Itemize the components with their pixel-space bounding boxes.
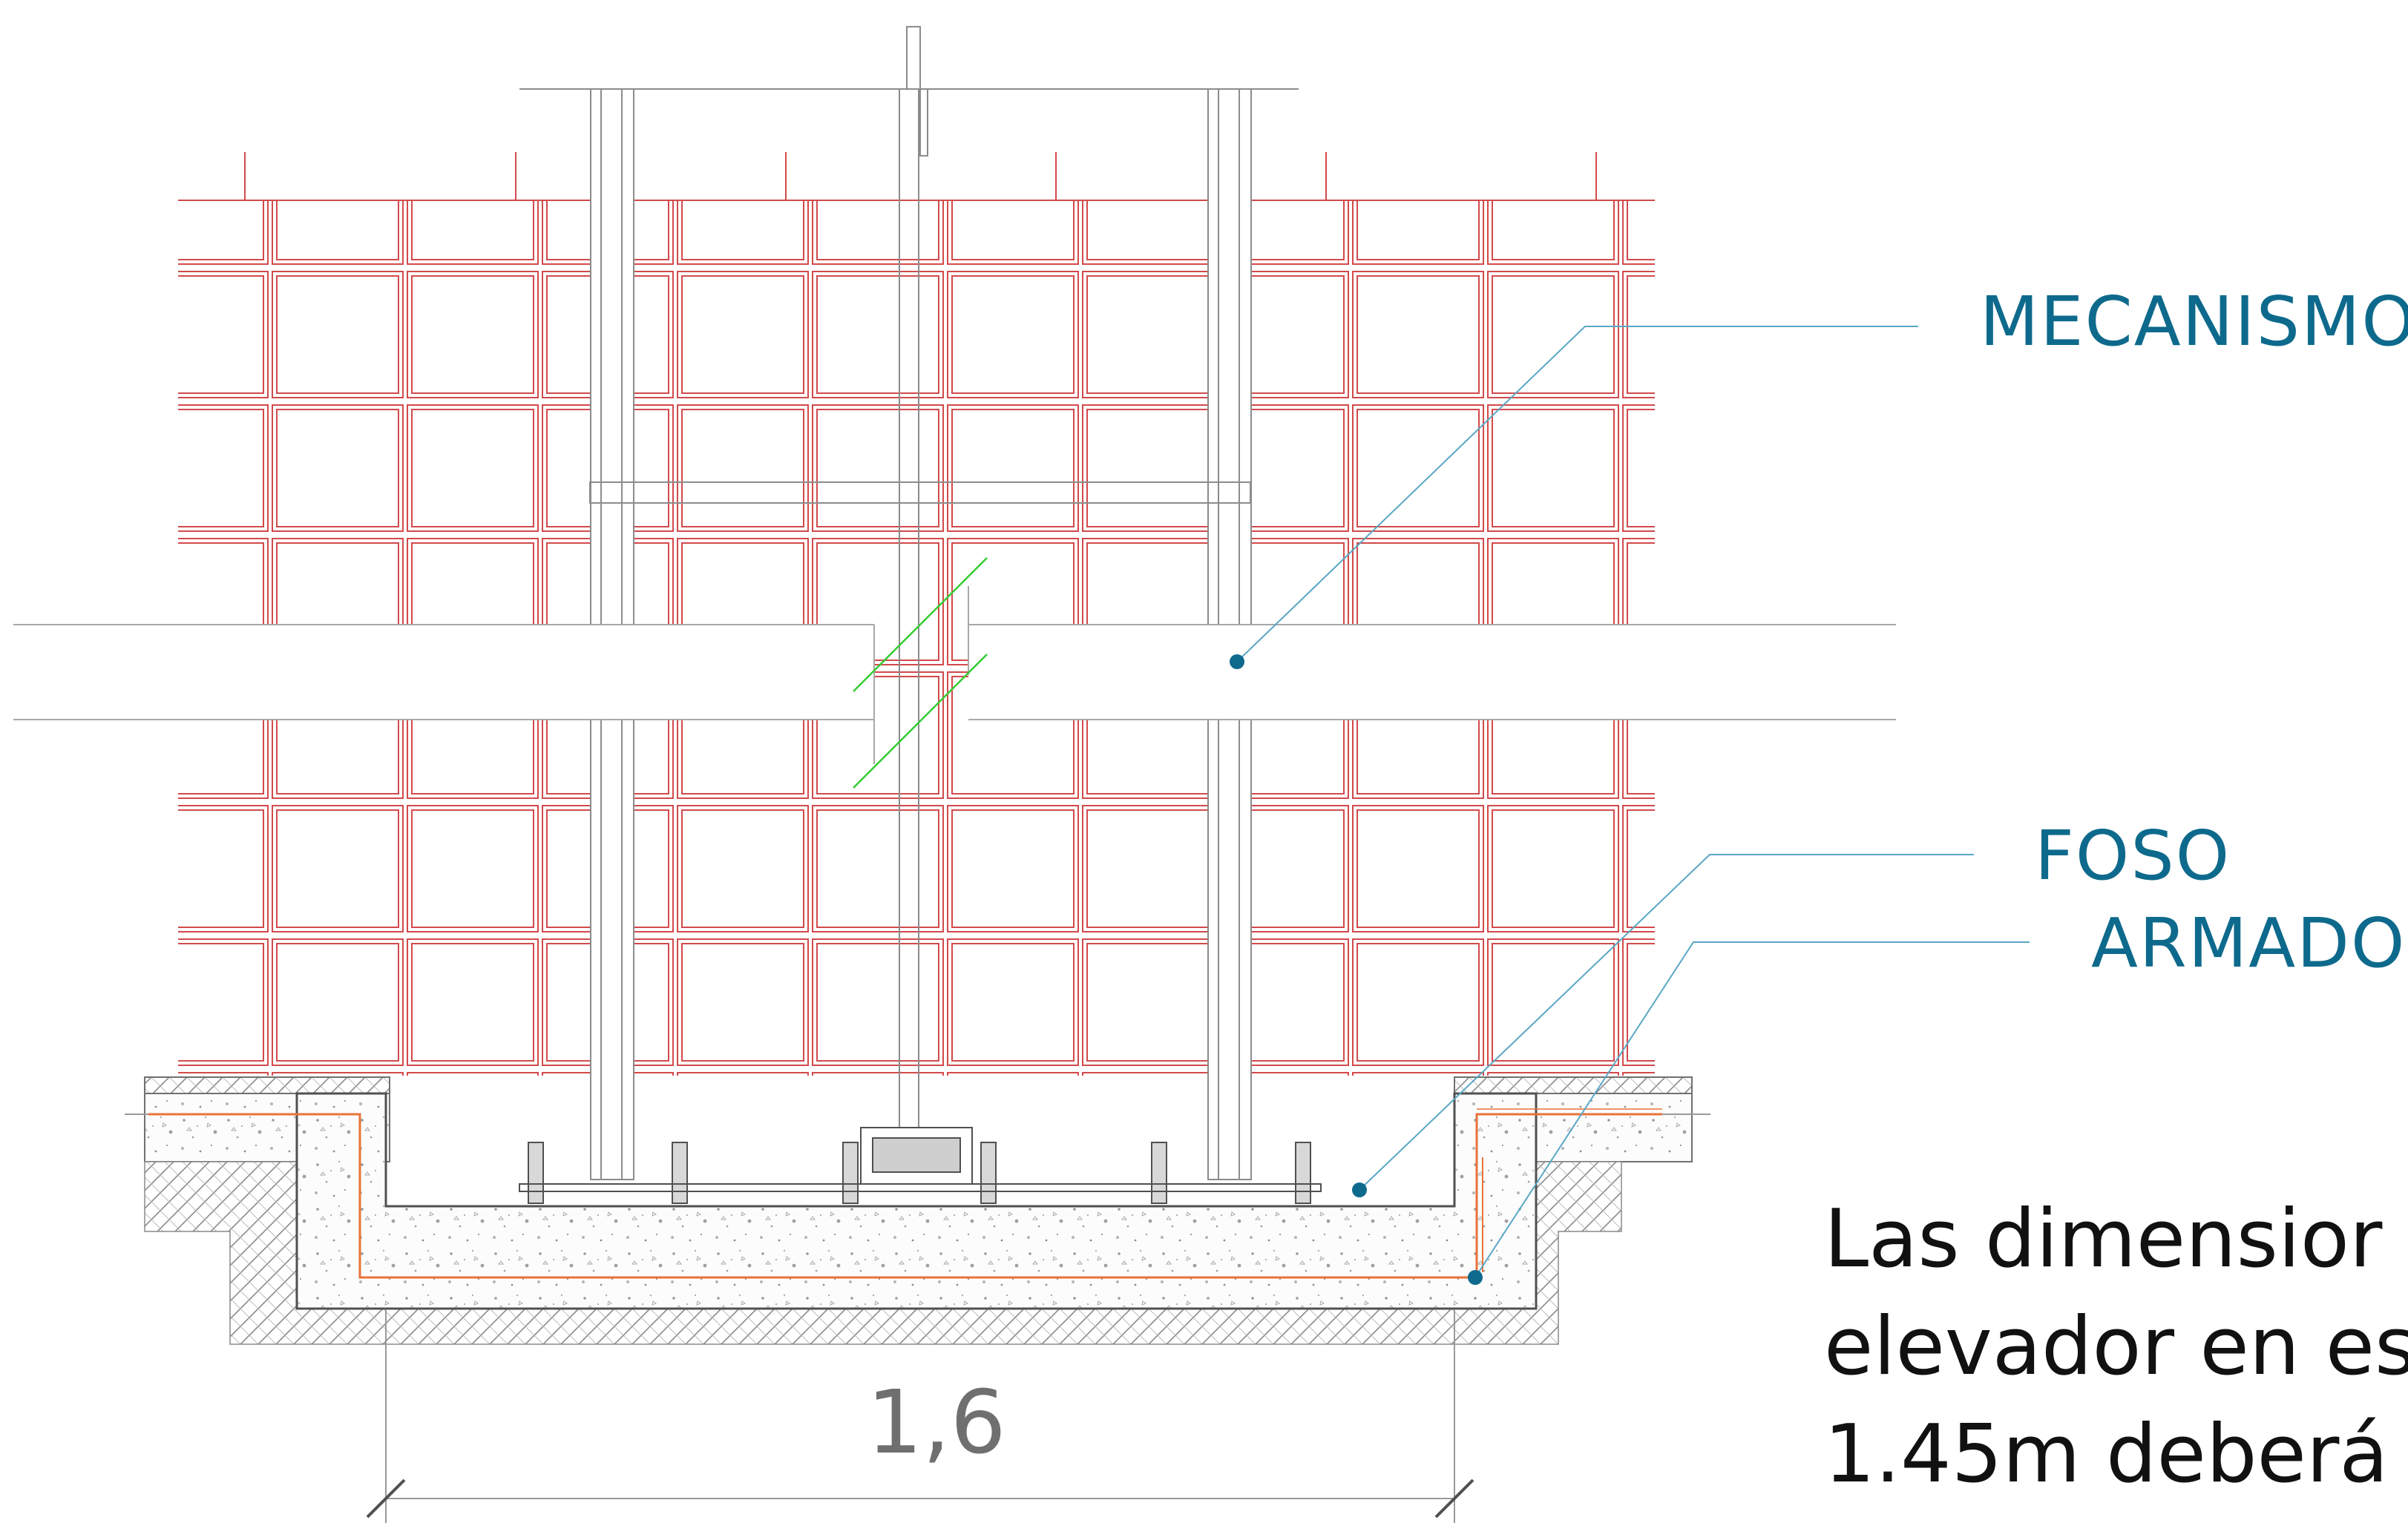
brick-wall [178,152,1655,1076]
pit-anchors [519,1142,1322,1204]
note-line-2: elevador en es [1824,1300,2408,1393]
lift-platform-band [13,557,1896,789]
dimension-pit-width: 1,6 [867,1371,1006,1473]
callout-dot-armado [1468,1270,1483,1285]
label-foso: FOSO [2035,816,2231,895]
rebar [125,1108,1710,1279]
label-mecanismo: MECANISMO [1980,282,2408,361]
callout-dot-mecanismo [1230,654,1244,669]
note-line-3: 1.45m deberá [1824,1408,2389,1501]
callout-dot-foso [1352,1182,1367,1197]
buffer-block [860,1127,973,1185]
pit-concrete [295,1092,1538,1310]
dimension-line [366,1310,1474,1523]
leader-foso [1359,854,1974,1191]
label-armado: ARMADO [2091,904,2407,983]
leader-armado [1474,941,2030,1278]
break-line-symbol [853,557,988,789]
leader-mecanismo [1236,326,1918,662]
note-line-1: Las dimensior [1824,1193,2383,1286]
